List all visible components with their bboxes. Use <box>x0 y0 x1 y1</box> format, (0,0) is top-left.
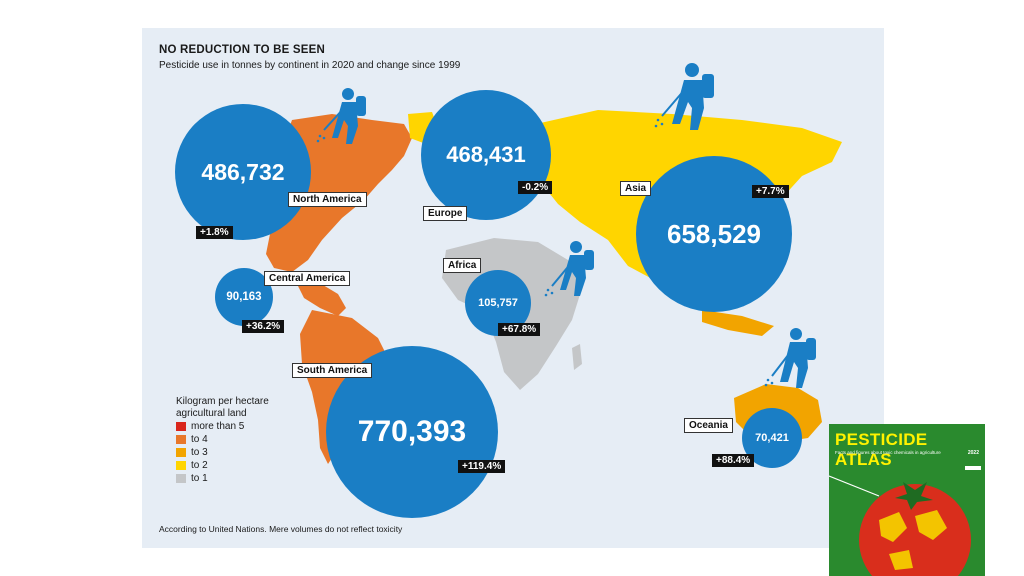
pesticide-sprayer-farmer-icon <box>316 88 366 144</box>
oceania-label: Oceania <box>684 418 733 433</box>
north-america-value: 486,732 <box>201 158 285 185</box>
legend-item: to 4 <box>176 433 286 446</box>
legend-item: to 2 <box>176 459 286 472</box>
legend-title: Kilogram per hectare agricultural land <box>176 396 269 419</box>
africa-label: Africa <box>443 258 482 273</box>
legend-label: to 1 <box>191 473 208 484</box>
madagascar-landmass <box>572 344 582 370</box>
pesticide-sprayer-farmer-icon <box>654 63 714 130</box>
legend-swatch <box>176 422 186 431</box>
north-america-bubble: 486,732 <box>175 104 311 240</box>
oceania-value: 70,421 <box>755 432 789 444</box>
central-america-bubble: 90,163 <box>215 268 273 326</box>
asia-change: +7.7% <box>752 185 789 198</box>
legend-label: to 4 <box>191 434 208 445</box>
oceania-change: +88.4% <box>712 454 755 467</box>
legend-item: to 1 <box>176 472 286 485</box>
legend-items: more than 5 to 4 to 3 to 2 to 1 <box>176 420 286 485</box>
chart-title: NO REDUCTION TO BE SEEN <box>159 44 326 56</box>
asia-label: Asia <box>620 181 652 196</box>
infographic-panel: NO REDUCTION TO BE SEEN Pesticide use in… <box>142 28 884 548</box>
europe-value: 468,431 <box>446 142 526 167</box>
asia-bubble: 658,529 <box>636 156 792 312</box>
pesticide-sprayer-farmer-icon <box>764 328 816 388</box>
central-america-label: Central America <box>264 271 351 286</box>
central-america-value: 90,163 <box>226 291 262 303</box>
south-america-label: South America <box>292 363 373 378</box>
central-america-change: +36.2% <box>242 320 285 333</box>
legend-swatch <box>176 461 186 470</box>
europe-bubble: 468,431 <box>421 90 551 220</box>
legend-swatch <box>176 435 186 444</box>
tomato-globe-image <box>829 475 971 576</box>
legend-label: more than 5 <box>191 421 245 432</box>
chart-subtitle: Pesticide use in tonnes by continent in … <box>159 60 461 71</box>
legend-swatch <box>176 448 186 457</box>
legend: Kilogram per hectare agricultural land m… <box>176 396 286 485</box>
europe-change: -0.2% <box>518 181 553 194</box>
africa-change: +67.8% <box>498 323 541 336</box>
cover-badge <box>965 466 981 470</box>
legend-label: to 2 <box>191 460 208 471</box>
asia-value: 658,529 <box>667 218 761 249</box>
legend-swatch <box>176 474 186 483</box>
north-america-change: +1.8% <box>196 226 233 239</box>
legend-item: more than 5 <box>176 420 286 433</box>
legend-item: to 3 <box>176 446 286 459</box>
south-america-value: 770,393 <box>357 415 467 448</box>
legend-label: to 3 <box>191 447 208 458</box>
cover-year: 2022 <box>967 450 979 456</box>
source-footnote: According to United Nations. Mere volume… <box>159 524 403 534</box>
cover-subtitle: Facts and figures about toxic chemicals … <box>835 450 941 455</box>
south-america-change: +119.4% <box>458 460 506 473</box>
africa-value: 105,757 <box>478 297 518 309</box>
southeast-asia-islands <box>702 310 774 336</box>
north-america-label: North America <box>288 192 367 207</box>
cover-title: PESTICIDE ATLAS <box>835 430 928 469</box>
europe-label: Europe <box>423 206 468 221</box>
pesticide-sprayer-farmer-icon <box>544 241 594 297</box>
pesticide-atlas-cover: PESTICIDE ATLAS Facts and figures about … <box>829 424 985 576</box>
